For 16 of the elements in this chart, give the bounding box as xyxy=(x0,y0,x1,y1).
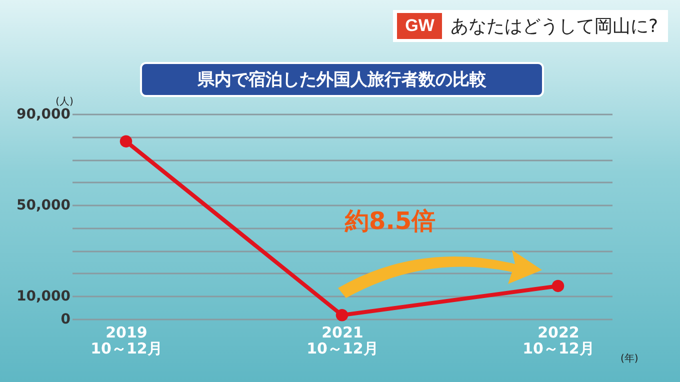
y-axis-title: (人) xyxy=(56,96,74,108)
point xyxy=(120,135,132,148)
y-tick-label: 10,000 xyxy=(16,288,71,305)
x-tick-label: 2021 10～12月 xyxy=(306,324,378,358)
y-tick-label: 0 xyxy=(60,312,71,328)
y-tick-label: 50,000 xyxy=(16,198,71,214)
annotation: 約8.5倍 xyxy=(345,206,436,237)
chart-subtitle: あなたはどうして岡山に? xyxy=(450,15,658,38)
x-axis-title: (年) xyxy=(620,352,638,364)
y-tick-label: 90,000 xyxy=(16,106,71,122)
x-tick-label: 2019 10～12月 xyxy=(90,324,162,358)
point xyxy=(552,280,564,292)
text: GW xyxy=(397,13,442,39)
x-tick-label: 2022 10～12月 xyxy=(522,324,594,358)
chart-title: 県内で宿泊した外国人旅行者数の比較 xyxy=(140,62,544,97)
point xyxy=(336,309,348,322)
